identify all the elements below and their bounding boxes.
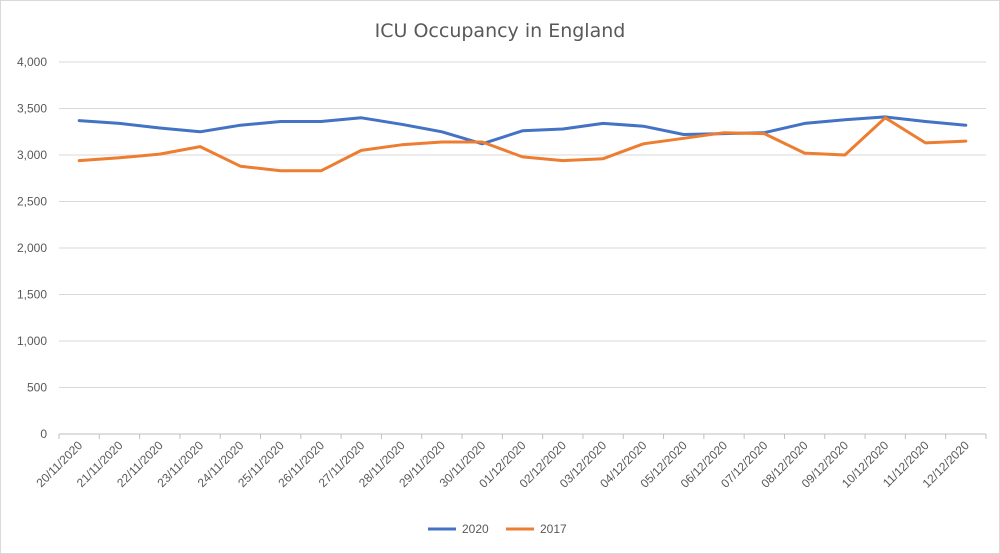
- y-tick-label: 1,000: [17, 334, 47, 348]
- series-line-2020: [77, 115, 968, 146]
- legend-label-2020: 2020: [462, 522, 489, 536]
- y-tick-label: 500: [27, 381, 47, 395]
- legend: 2020 2017: [428, 522, 567, 536]
- series-line-2017: [77, 116, 968, 173]
- x-axis: 20/11/202021/11/202022/11/202023/11/2020…: [34, 434, 987, 491]
- chart-title: ICU Occupancy in England: [375, 20, 626, 42]
- y-axis: 0 500 1,000 1,500 2,000 2,500 3,000 3,500 4,000: [17, 55, 47, 441]
- series-lines: [77, 115, 968, 173]
- y-tick-label: 3,500: [17, 102, 47, 116]
- y-tick-label: 1,500: [17, 288, 47, 302]
- y-tick-label: 2,000: [17, 241, 47, 255]
- y-tick-label: 0: [40, 427, 47, 441]
- y-tick-label: 4,000: [17, 55, 47, 69]
- legend-label-2017: 2017: [540, 522, 567, 536]
- y-tick-label: 3,000: [17, 148, 47, 162]
- y-tick-label: 2,500: [17, 195, 47, 209]
- gridlines: [59, 61, 986, 435]
